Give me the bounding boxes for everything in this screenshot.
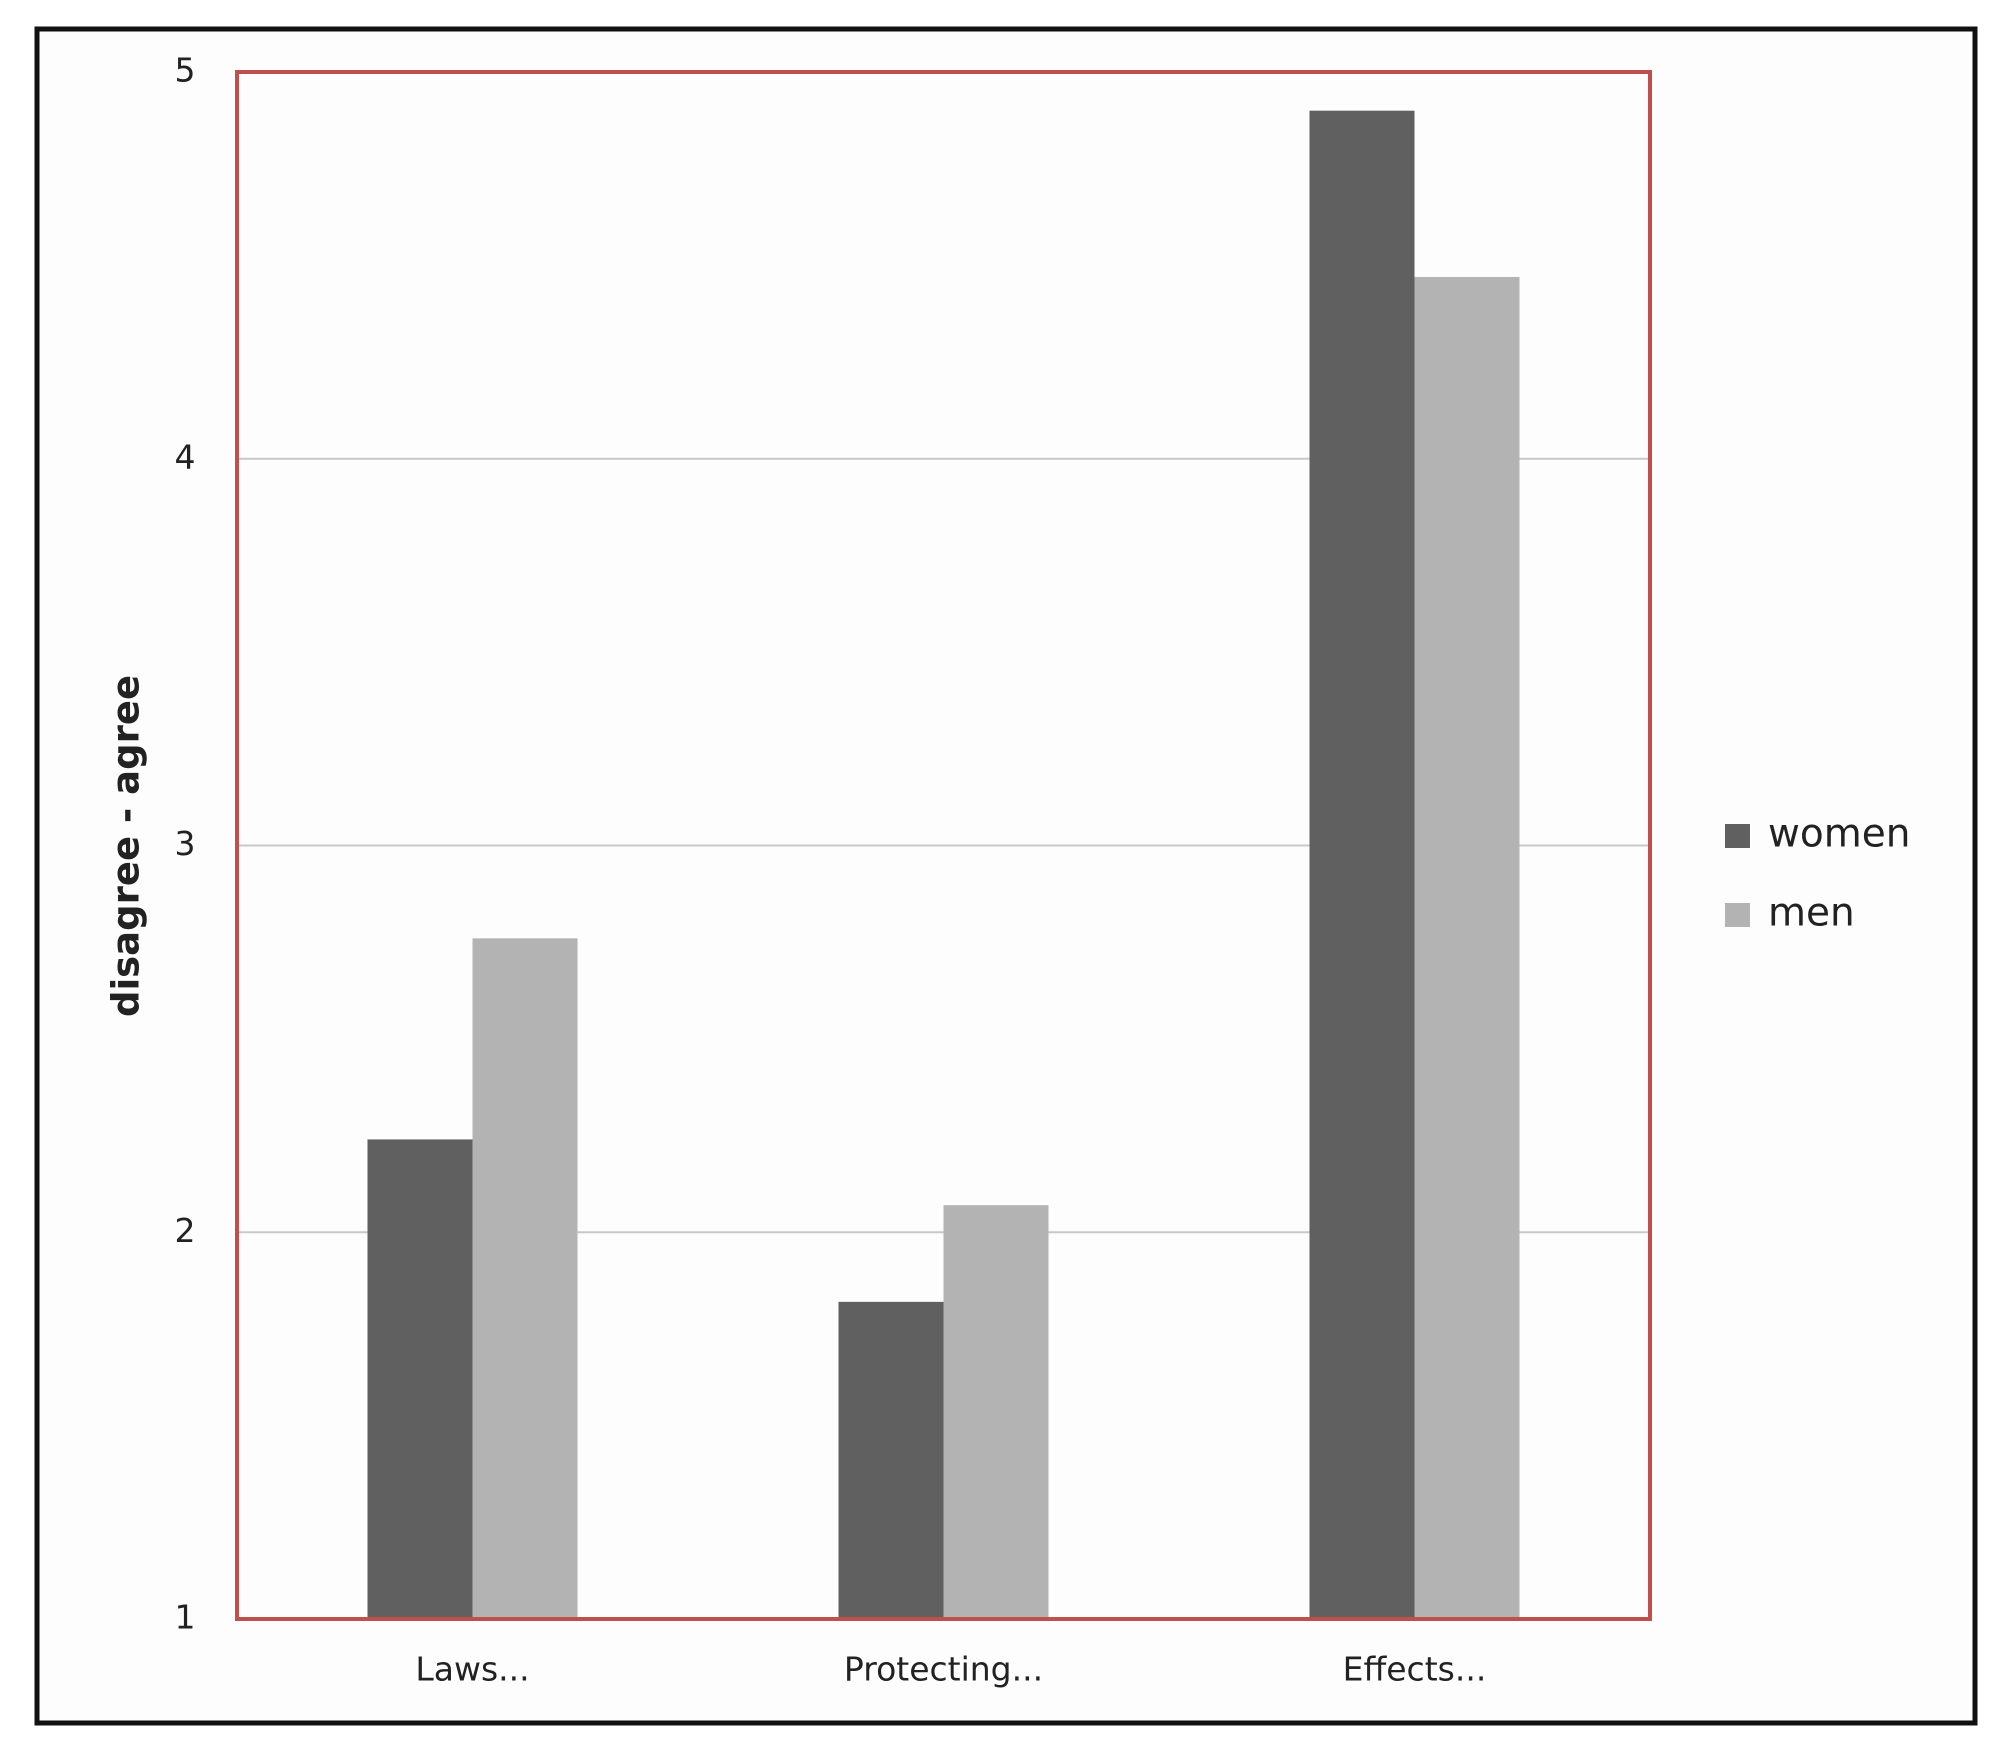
y-tick-label: 3 <box>175 824 196 863</box>
y-tick-label: 2 <box>175 1211 196 1250</box>
bar <box>367 1139 473 1619</box>
bar <box>943 1205 1049 1619</box>
bar <box>838 1301 944 1619</box>
bar <box>1309 110 1415 1619</box>
x-tick-label: Effects... <box>1343 1650 1487 1689</box>
x-tick-label: Laws... <box>415 1650 529 1689</box>
y-tick-label: 4 <box>175 437 196 476</box>
bar <box>1414 276 1520 1619</box>
bar <box>472 938 578 1619</box>
plot-border <box>235 70 1652 1621</box>
y-tick-label: 1 <box>175 1598 196 1637</box>
x-tick-label: Protecting... <box>844 1650 1043 1689</box>
legend-label: women <box>1768 812 1910 857</box>
y-tick-label: 5 <box>175 51 196 90</box>
y-axis-label: disagree - agree <box>105 675 148 1017</box>
legend-swatch <box>1725 824 1750 848</box>
legend-label: men <box>1768 891 1855 936</box>
legend-swatch <box>1725 903 1750 927</box>
